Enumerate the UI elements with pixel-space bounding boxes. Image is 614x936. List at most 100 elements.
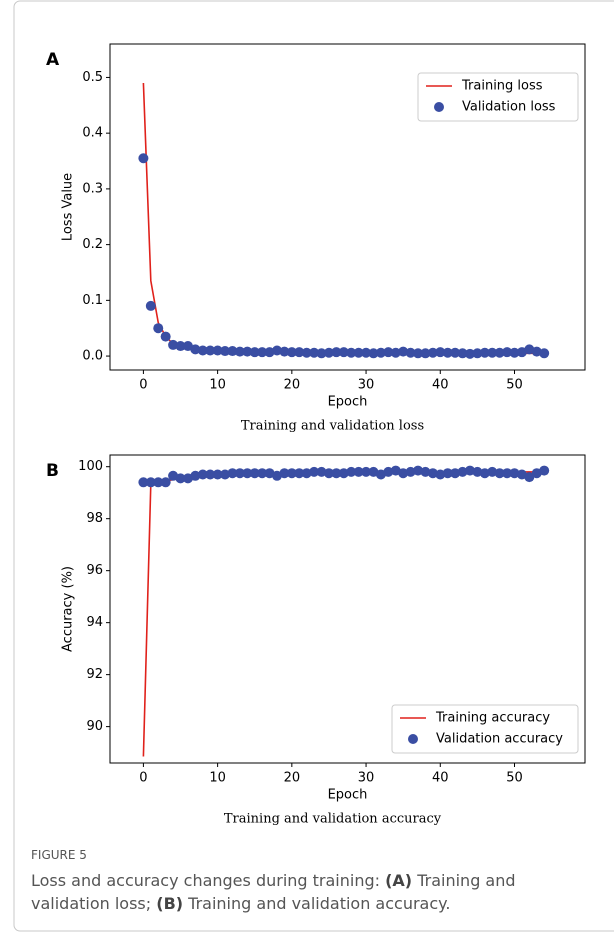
point bbox=[227, 468, 238, 479]
x-tick-label: 20 bbox=[284, 378, 301, 393]
point bbox=[160, 477, 171, 488]
point bbox=[205, 345, 216, 356]
figure-caption: Loss and accuracy changes during trainin… bbox=[31, 869, 591, 915]
point bbox=[234, 468, 245, 479]
point bbox=[234, 346, 245, 357]
point bbox=[153, 323, 164, 334]
caption-text: Training and validation accuracy. bbox=[183, 894, 451, 913]
point bbox=[442, 468, 453, 479]
y-tick-label: 0.0 bbox=[82, 349, 103, 364]
x-tick-label: 20 bbox=[284, 771, 301, 786]
caption-ref: (A) bbox=[385, 871, 413, 890]
point bbox=[220, 346, 231, 357]
point bbox=[368, 348, 379, 359]
legend-swatch bbox=[434, 102, 444, 112]
point bbox=[464, 465, 475, 476]
point bbox=[249, 347, 260, 358]
point bbox=[197, 345, 208, 356]
point bbox=[153, 477, 164, 488]
point bbox=[316, 466, 327, 477]
point bbox=[331, 468, 342, 479]
point bbox=[472, 466, 483, 477]
x-axis-label: Epoch bbox=[328, 788, 368, 803]
point bbox=[509, 347, 520, 358]
x-tick-label: 30 bbox=[358, 378, 375, 393]
point bbox=[450, 347, 461, 358]
point bbox=[464, 348, 475, 359]
point bbox=[160, 331, 171, 342]
y-tick-label: 0.1 bbox=[82, 293, 103, 308]
point bbox=[398, 346, 409, 357]
plot-frame bbox=[109, 43, 586, 371]
point bbox=[323, 347, 334, 358]
point bbox=[346, 347, 357, 358]
point bbox=[145, 477, 156, 488]
point bbox=[494, 347, 505, 358]
y-tick-label: 0.5 bbox=[82, 70, 103, 85]
point bbox=[212, 469, 223, 480]
legend-label: Training accuracy bbox=[435, 711, 550, 726]
point bbox=[242, 346, 253, 357]
legend-swatch bbox=[408, 734, 418, 744]
point bbox=[390, 347, 401, 358]
point bbox=[309, 347, 320, 358]
point bbox=[383, 466, 394, 477]
point bbox=[502, 468, 513, 479]
point bbox=[301, 347, 312, 358]
point bbox=[361, 466, 372, 477]
point bbox=[257, 347, 268, 358]
point bbox=[457, 348, 468, 359]
point bbox=[331, 347, 342, 358]
point bbox=[175, 473, 186, 484]
point bbox=[375, 347, 386, 358]
point bbox=[413, 465, 424, 476]
y-tick-label: 0.3 bbox=[82, 181, 103, 196]
legend-box bbox=[417, 72, 579, 122]
point bbox=[383, 347, 394, 358]
point bbox=[138, 153, 149, 164]
point bbox=[442, 347, 453, 358]
x-tick-label: 0 bbox=[139, 771, 147, 786]
point bbox=[220, 469, 231, 480]
legend-label: Validation loss bbox=[462, 100, 556, 115]
point bbox=[294, 347, 305, 358]
caption-text: Loss and accuracy changes during trainin… bbox=[31, 871, 386, 890]
point bbox=[479, 347, 490, 358]
point bbox=[346, 466, 357, 477]
point bbox=[450, 468, 461, 479]
point bbox=[405, 347, 416, 358]
point bbox=[286, 468, 297, 479]
point bbox=[323, 468, 334, 479]
point bbox=[138, 477, 149, 488]
point bbox=[524, 472, 535, 483]
point bbox=[190, 470, 201, 481]
point bbox=[457, 466, 468, 477]
panel-label: A bbox=[46, 50, 60, 70]
point bbox=[502, 347, 513, 358]
point bbox=[420, 466, 431, 477]
point bbox=[168, 339, 179, 350]
legend-label: Validation accuracy bbox=[436, 732, 563, 747]
point bbox=[212, 345, 223, 356]
point bbox=[294, 468, 305, 479]
legend-label: Training loss bbox=[461, 79, 543, 94]
point bbox=[286, 347, 297, 358]
y-tick-label: 0.4 bbox=[82, 126, 103, 141]
caption-ref: (B) bbox=[156, 894, 184, 913]
x-tick-label: 10 bbox=[209, 378, 226, 393]
chart-caption: Training and validation accuracy bbox=[224, 812, 442, 827]
point bbox=[494, 468, 505, 479]
x-tick-label: 50 bbox=[506, 771, 523, 786]
x-tick-label: 0 bbox=[139, 378, 147, 393]
point bbox=[338, 468, 349, 479]
point bbox=[242, 468, 253, 479]
point bbox=[338, 347, 349, 358]
point bbox=[398, 468, 409, 479]
x-tick-label: 30 bbox=[358, 771, 375, 786]
point bbox=[257, 468, 268, 479]
point bbox=[197, 469, 208, 480]
point bbox=[413, 348, 424, 359]
point bbox=[427, 468, 438, 479]
